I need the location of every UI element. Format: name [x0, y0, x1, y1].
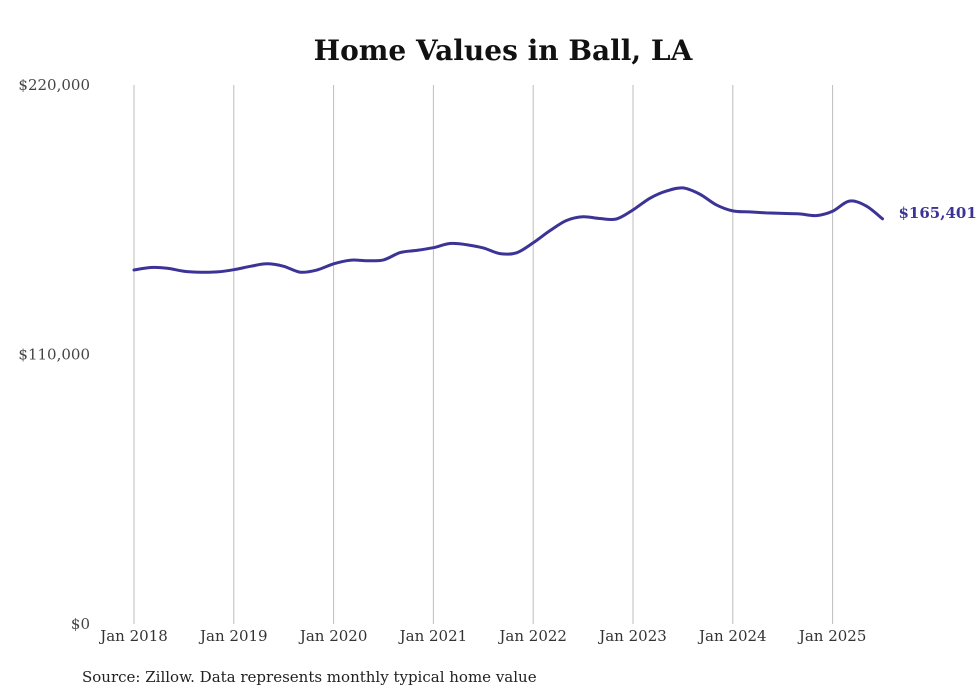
x-tick-label: Jan 2022 — [497, 627, 567, 645]
x-tick-label: Jan 2018 — [98, 627, 168, 645]
x-tick-label: Jan 2023 — [597, 627, 667, 645]
source-note: Source: Zillow. Data represents monthly … — [82, 668, 537, 686]
x-tick-label: Jan 2025 — [797, 627, 867, 645]
y-tick-label: $110,000 — [18, 346, 90, 364]
x-tick-label: Jan 2020 — [298, 627, 368, 645]
y-tick-label: $0 — [71, 615, 90, 633]
grid-lines — [133, 85, 834, 624]
end-value-label: $165,401 — [899, 204, 977, 222]
x-axis-ticks: Jan 2018 Jan 2019 Jan 2020 Jan 2021 Jan 2022… — [98, 627, 866, 645]
x-tick-label: Jan 2021 — [398, 627, 468, 645]
x-tick-label: Jan 2024 — [697, 627, 767, 645]
chart-title: Home Values in Ball, LA — [314, 34, 694, 67]
y-tick-label: $220,000 — [18, 76, 90, 94]
y-axis-ticks: $0 $110,000 $220,000 — [18, 76, 90, 633]
series-line — [132, 186, 884, 274]
x-tick-label: Jan 2019 — [198, 627, 268, 645]
